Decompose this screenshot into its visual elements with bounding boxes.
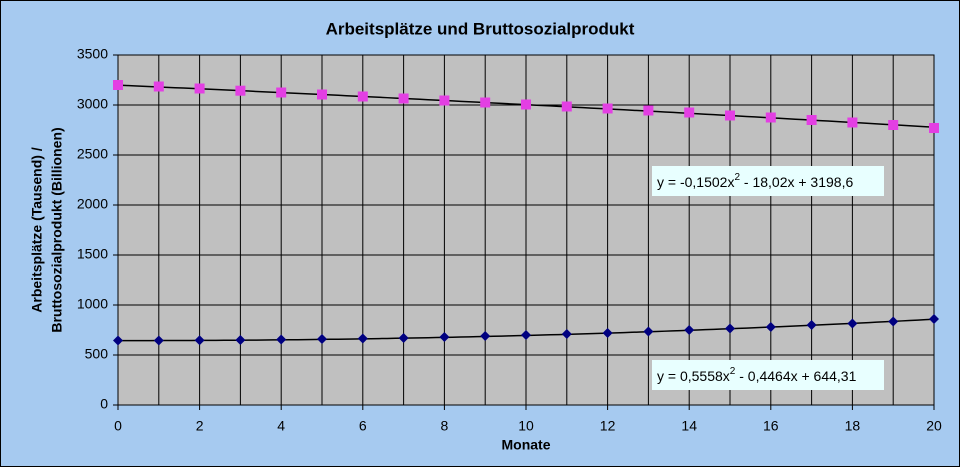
y-tick-label: 500 <box>85 346 109 362</box>
y-tick-label: 3500 <box>77 46 108 62</box>
plot-border <box>117 54 935 406</box>
marker <box>806 115 817 125</box>
marker <box>888 316 899 327</box>
marker <box>113 80 123 90</box>
marker <box>194 83 205 94</box>
marker <box>765 112 776 123</box>
marker <box>235 335 246 345</box>
marker <box>521 330 531 340</box>
y-axis-title: Arbeitsplätze (Tausend) / <box>29 147 45 313</box>
marker <box>317 334 327 344</box>
marker <box>602 328 613 338</box>
marker <box>398 93 409 104</box>
marker <box>521 99 531 110</box>
marker <box>684 107 695 118</box>
marker <box>480 331 491 341</box>
trendline-label: y = -0,1502x2 - 18,02x + 3198,6 <box>657 172 853 190</box>
marker <box>561 101 572 112</box>
y-tick-label: 2000 <box>77 196 108 212</box>
x-tick-label: 18 <box>845 418 861 434</box>
marker <box>643 326 654 337</box>
trendline-label-box <box>652 360 884 390</box>
marker <box>765 322 776 332</box>
x-tick-label: 10 <box>518 418 534 434</box>
x-tick-label: 16 <box>763 418 779 434</box>
chart-title: Arbeitsplätze und Bruttosozialprodukt <box>326 19 635 38</box>
marker <box>847 318 858 329</box>
x-axis-title: Monate <box>502 437 551 453</box>
y-tick-label: 2500 <box>77 146 108 162</box>
marker <box>317 89 327 100</box>
marker <box>725 323 735 334</box>
marker <box>888 120 899 130</box>
marker <box>357 333 368 344</box>
trendline-label-part: - 18,02x + 3198,6 <box>740 174 853 190</box>
trendline-label: y = 0,5558x2 - 0,4464x + 644,31 <box>657 366 857 384</box>
y-axis-title: Bruttosozialprodukt (Billionen) <box>49 127 65 332</box>
x-tick-label: 8 <box>441 418 449 434</box>
marker <box>276 87 287 98</box>
marker <box>439 95 450 106</box>
x-tick-label: 6 <box>359 418 367 434</box>
x-tick-label: 0 <box>114 418 122 434</box>
marker <box>153 81 164 92</box>
trendline-label-part: y = -0,1502x <box>657 174 734 190</box>
x-tick-label: 20 <box>926 418 942 434</box>
marker <box>235 85 246 96</box>
marker <box>113 335 123 346</box>
x-tick-label: 12 <box>600 418 616 434</box>
y-tick-label: 0 <box>100 396 108 412</box>
marker <box>602 103 613 114</box>
marker <box>684 325 695 335</box>
marker <box>194 335 205 346</box>
marker <box>561 329 572 339</box>
trendline-label-part: 2 <box>730 366 736 377</box>
marker <box>929 314 939 324</box>
trendline-label-part: - 0,4464x + 644,31 <box>735 368 856 384</box>
marker <box>480 97 491 108</box>
trendline-label-part: y = 0,5558x <box>657 368 730 384</box>
marker <box>276 334 287 345</box>
trendline-label-part: 2 <box>734 172 740 183</box>
marker <box>153 335 164 346</box>
marker <box>806 320 817 330</box>
marker <box>847 117 858 128</box>
y-tick-label: 3000 <box>77 96 108 112</box>
marker <box>357 91 368 102</box>
marker <box>643 105 654 116</box>
y-tick-label: 1500 <box>77 246 108 262</box>
y-tick-label: 1000 <box>77 296 108 312</box>
x-tick-label: 4 <box>277 418 285 434</box>
marker <box>398 333 409 343</box>
marker <box>725 110 735 121</box>
x-tick-label: 14 <box>681 418 697 434</box>
trendline-label-box <box>652 166 884 196</box>
marker <box>929 123 939 133</box>
marker <box>439 332 450 342</box>
x-tick-label: 2 <box>196 418 204 434</box>
